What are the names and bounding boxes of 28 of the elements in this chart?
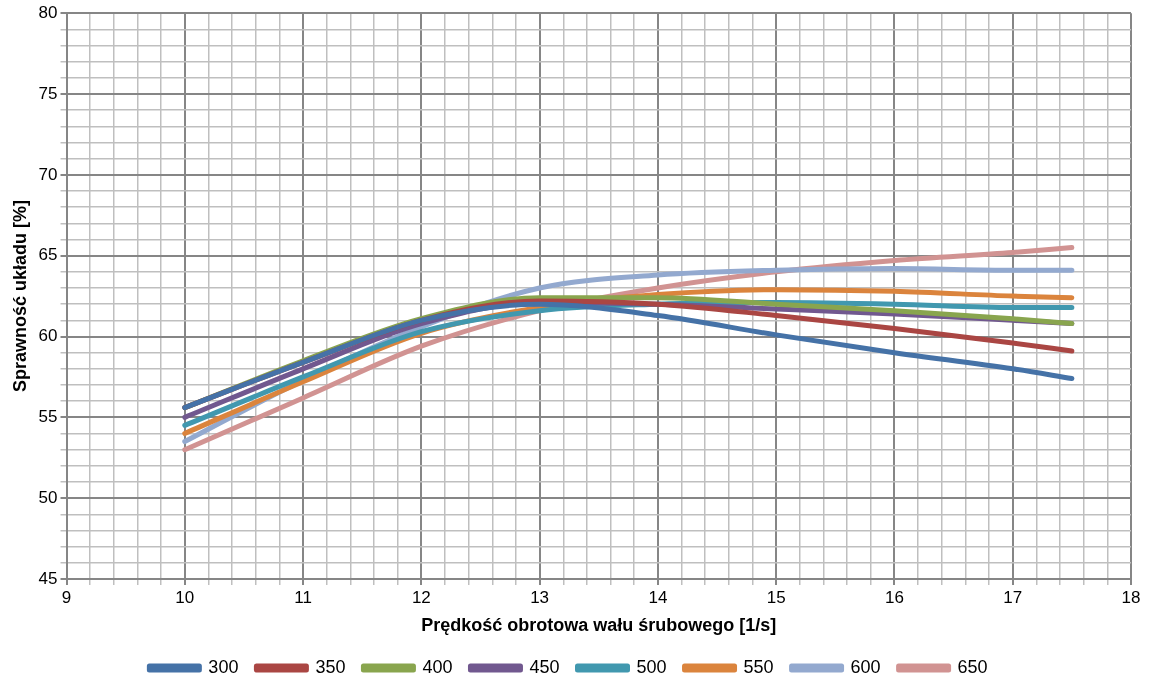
y-tick-label: 80 [38, 2, 58, 22]
x-tick-label: 16 [884, 587, 904, 607]
x-tick-label: 18 [1121, 587, 1141, 607]
y-tick-label: 45 [38, 568, 58, 588]
x-tick-label: 15 [766, 587, 786, 607]
legend-label: 650 [957, 656, 988, 677]
x-tick-label: 10 [175, 587, 195, 607]
x-axis-title: Prędkość obrotowa wału śrubowego [1/s] [421, 615, 777, 636]
legend-label: 450 [529, 656, 560, 677]
x-tick-label: 9 [61, 587, 72, 607]
x-tick-label: 13 [530, 587, 550, 607]
y-tick-label: 55 [38, 407, 58, 427]
legend-label: 500 [636, 656, 667, 677]
x-tick-label: 14 [648, 587, 668, 607]
y-tick-label: 60 [38, 326, 58, 346]
legend-label: 600 [850, 656, 881, 677]
legend-label: 300 [208, 656, 239, 677]
x-tick-label: 17 [1003, 587, 1023, 607]
legend-label: 350 [315, 656, 346, 677]
x-tick-label: 11 [294, 587, 312, 607]
x-tick-label: 12 [411, 587, 431, 607]
y-tick-label: 75 [38, 83, 58, 103]
y-axis-title: Sprawność układu [%] [9, 200, 30, 393]
y-tick-label: 70 [38, 164, 58, 184]
y-tick-label: 50 [38, 487, 58, 507]
legend-label: 550 [743, 656, 774, 677]
y-tick-label: 65 [38, 245, 58, 265]
legend-label: 400 [422, 656, 453, 677]
